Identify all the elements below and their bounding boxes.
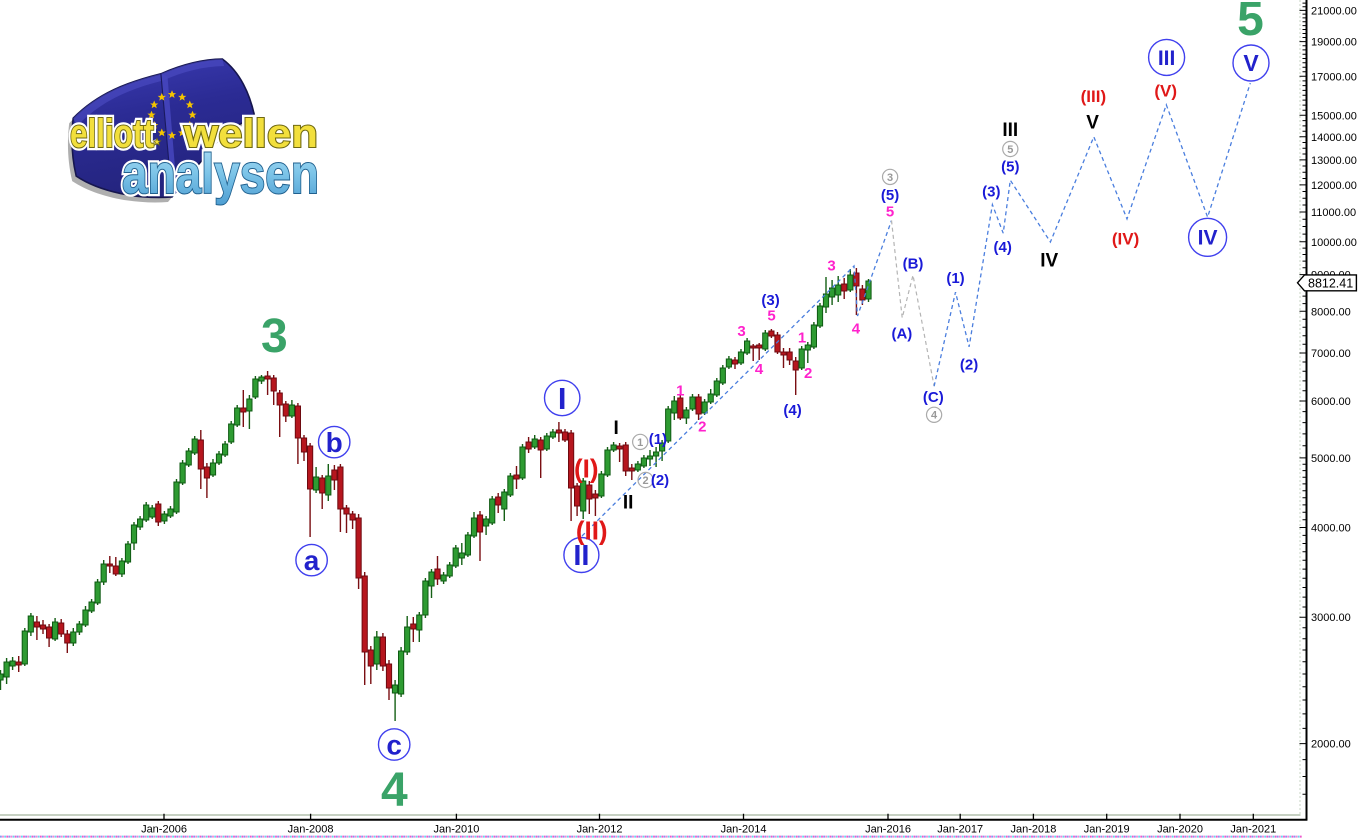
svg-text:III: III xyxy=(1158,47,1176,70)
svg-text:(2): (2) xyxy=(651,472,669,489)
svg-text:(II): (II) xyxy=(576,516,608,546)
svg-text:3000.00: 3000.00 xyxy=(1311,612,1351,624)
svg-text:(4): (4) xyxy=(994,239,1012,256)
svg-text:10000.00: 10000.00 xyxy=(1311,237,1357,249)
svg-text:6000.00: 6000.00 xyxy=(1311,396,1351,408)
svg-text:II: II xyxy=(623,492,634,513)
svg-text:IV: IV xyxy=(1198,227,1218,250)
svg-text:12000.00: 12000.00 xyxy=(1311,180,1357,192)
svg-text:(III): (III) xyxy=(1081,87,1107,106)
svg-text:c: c xyxy=(386,729,402,760)
svg-text:5: 5 xyxy=(1007,144,1013,156)
svg-text:3: 3 xyxy=(827,257,835,274)
svg-text:V: V xyxy=(1243,50,1259,76)
svg-text:elliott: elliott xyxy=(70,112,154,156)
svg-text:8000.00: 8000.00 xyxy=(1311,306,1351,318)
svg-text:(C): (C) xyxy=(923,389,944,406)
svg-text:2: 2 xyxy=(804,365,812,382)
svg-text:5000.00: 5000.00 xyxy=(1311,453,1351,465)
svg-text:3: 3 xyxy=(887,172,893,184)
svg-text:2: 2 xyxy=(698,418,706,435)
svg-text:V: V xyxy=(1086,112,1099,133)
svg-text:1: 1 xyxy=(798,329,806,346)
svg-text:Jan-2012: Jan-2012 xyxy=(577,824,623,836)
svg-text:5: 5 xyxy=(767,308,775,325)
svg-text:(B): (B) xyxy=(903,256,924,273)
svg-text:Jan-2017: Jan-2017 xyxy=(937,824,983,836)
svg-text:15000.00: 15000.00 xyxy=(1311,110,1357,122)
svg-text:Jan-2010: Jan-2010 xyxy=(433,824,479,836)
svg-text:a: a xyxy=(304,545,320,576)
svg-text:analysen: analysen xyxy=(122,142,319,205)
svg-text:21000.00: 21000.00 xyxy=(1311,5,1357,17)
svg-text:(3): (3) xyxy=(982,183,1000,200)
svg-text:(4): (4) xyxy=(783,402,801,419)
svg-text:1: 1 xyxy=(676,383,684,400)
svg-text:wellen: wellen xyxy=(183,112,318,156)
svg-text:13000.00: 13000.00 xyxy=(1311,155,1357,167)
svg-text:III: III xyxy=(1002,120,1018,141)
svg-text:Jan-2008: Jan-2008 xyxy=(288,824,334,836)
svg-text:I: I xyxy=(613,418,618,439)
svg-text:Jan-2016: Jan-2016 xyxy=(865,824,911,836)
svg-text:14000.00: 14000.00 xyxy=(1311,132,1357,144)
svg-text:5: 5 xyxy=(886,203,894,220)
svg-text:b: b xyxy=(326,427,343,458)
svg-text:Jan-2019: Jan-2019 xyxy=(1084,824,1130,836)
svg-text:4: 4 xyxy=(931,410,938,422)
svg-text:I: I xyxy=(558,381,567,416)
svg-text:(2): (2) xyxy=(960,357,978,374)
svg-text:2: 2 xyxy=(643,475,649,487)
svg-text:(5): (5) xyxy=(1001,158,1019,175)
svg-text:19000.00: 19000.00 xyxy=(1311,37,1357,49)
svg-text:(5): (5) xyxy=(881,187,899,204)
svg-text:1: 1 xyxy=(637,437,643,449)
svg-text:(IV): (IV) xyxy=(1112,229,1139,248)
svg-text:analysen: analysen xyxy=(122,142,319,205)
svg-text:11000.00: 11000.00 xyxy=(1311,207,1356,219)
svg-text:7000.00: 7000.00 xyxy=(1311,348,1351,360)
svg-text:elliott: elliott xyxy=(70,112,154,156)
svg-text:3: 3 xyxy=(737,323,745,340)
svg-text:Jan-2021: Jan-2021 xyxy=(1230,824,1276,836)
svg-text:(1): (1) xyxy=(649,431,667,448)
svg-text:II: II xyxy=(573,540,589,572)
svg-text:8812.41: 8812.41 xyxy=(1308,276,1353,290)
svg-text:2000.00: 2000.00 xyxy=(1311,739,1351,751)
svg-text:4: 4 xyxy=(755,361,764,378)
svg-text:Jan-2014: Jan-2014 xyxy=(721,824,767,836)
svg-text:4000.00: 4000.00 xyxy=(1311,523,1351,535)
svg-text:(1): (1) xyxy=(946,270,964,287)
svg-text:IV: IV xyxy=(1040,251,1058,272)
svg-text:(3): (3) xyxy=(761,292,779,309)
svg-text:Jan-2006: Jan-2006 xyxy=(141,824,187,836)
svg-text:3: 3 xyxy=(261,310,288,363)
svg-text:(V): (V) xyxy=(1154,82,1177,101)
svg-text:4: 4 xyxy=(381,764,408,817)
svg-text:17000.00: 17000.00 xyxy=(1311,71,1357,83)
svg-text:(I): (I) xyxy=(574,454,599,484)
svg-text:Jan-2020: Jan-2020 xyxy=(1157,824,1203,836)
svg-text:4: 4 xyxy=(852,320,861,337)
svg-text:wellen: wellen xyxy=(183,112,318,156)
svg-text:(A): (A) xyxy=(891,325,912,342)
svg-text:Jan-2018: Jan-2018 xyxy=(1010,824,1056,836)
svg-text:5: 5 xyxy=(1237,0,1264,46)
